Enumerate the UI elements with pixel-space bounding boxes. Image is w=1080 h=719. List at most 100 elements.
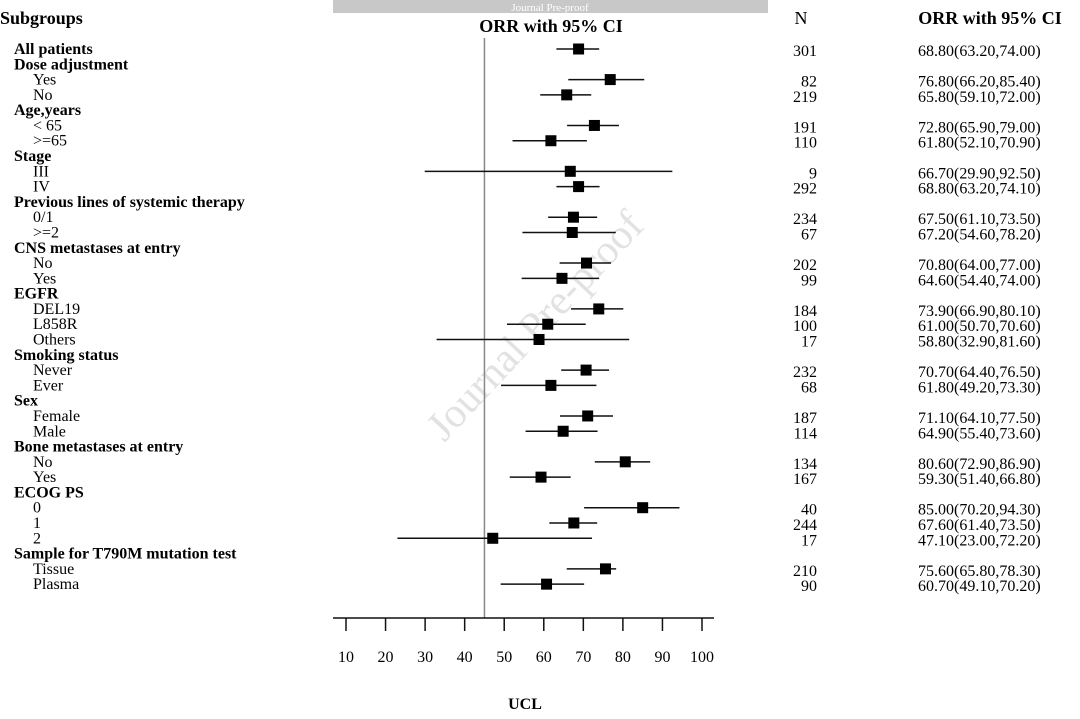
ci-value: 58.80(32.90,81.60) xyxy=(918,334,1041,351)
n-value: 244 xyxy=(793,517,817,534)
ci-value: 70.70(64.40,76.50) xyxy=(918,364,1041,381)
ci-value: 85.00(70.20,94.30) xyxy=(918,502,1041,519)
n-value: 90 xyxy=(801,578,817,595)
n-value: 110 xyxy=(794,135,817,152)
n-value: 167 xyxy=(793,471,817,488)
subgroup-label: >=65 xyxy=(33,133,67,150)
x-tick-label: 40 xyxy=(457,649,473,666)
ci-value: 76.80(66.20,85.40) xyxy=(918,74,1041,91)
ci-value: 61.00(50.70,70.60) xyxy=(918,318,1041,335)
n-value: 100 xyxy=(793,318,817,335)
x-tick-label: 90 xyxy=(654,649,670,666)
ci-value: 59.30(51.40,66.80) xyxy=(918,471,1041,488)
subgroup-header: All patients xyxy=(14,41,93,58)
n-value: 232 xyxy=(793,364,817,381)
estimate-marker xyxy=(545,379,557,391)
subgroup-header: Bone metastases at entry xyxy=(14,439,183,456)
n-value: 67 xyxy=(801,226,817,243)
ci-value: 67.60(61.40,73.50) xyxy=(918,517,1041,534)
n-value: 191 xyxy=(793,119,817,136)
x-tick-label: 70 xyxy=(575,649,591,666)
estimate-marker xyxy=(556,272,568,284)
subgroup-header: Sex xyxy=(14,393,38,410)
ci-value: 70.80(64.00,77.00) xyxy=(918,257,1041,274)
x-tick-label: 60 xyxy=(536,649,552,666)
subgroup-label: Female xyxy=(33,408,80,425)
ci-value: 67.20(54.60,78.20) xyxy=(918,226,1041,243)
estimate-marker xyxy=(541,578,553,590)
n-value: 301 xyxy=(793,43,817,60)
estimate-marker xyxy=(564,165,576,177)
x-axis-label: UCL xyxy=(508,696,542,713)
n-value: 184 xyxy=(793,303,817,320)
subgroup-label: 2 xyxy=(33,530,41,547)
subgroup-header: EGFR xyxy=(14,286,59,303)
estimate-marker xyxy=(545,135,557,147)
ci-value: 61.80(52.10,70.90) xyxy=(918,135,1041,152)
subgroup-label: No xyxy=(33,255,53,272)
ci-value: 68.80(63.20,74.10) xyxy=(918,181,1041,198)
estimate-marker xyxy=(561,89,573,101)
subgroup-label: III xyxy=(33,163,49,180)
subgroup-label: < 65 xyxy=(33,117,62,134)
subgroup-label: 1 xyxy=(33,515,41,532)
subgroups-header: Subgroups xyxy=(0,8,83,28)
subgroup-label: IV xyxy=(33,179,50,196)
ci-value: 67.50(61.10,73.50) xyxy=(918,211,1041,228)
ci-value: 61.80(49.20,73.30) xyxy=(918,379,1041,396)
watermark: Journal Pre-proof xyxy=(418,203,653,450)
subgroup-label: 0/1 xyxy=(33,209,53,226)
estimate-marker xyxy=(573,181,585,193)
ci-value: 68.80(63.20,74.00) xyxy=(918,43,1041,60)
estimate-marker xyxy=(637,502,649,514)
subgroup-header: Dose adjustment xyxy=(14,56,129,73)
n-value: 219 xyxy=(793,89,817,106)
estimate-marker xyxy=(619,456,631,468)
estimate-marker xyxy=(582,410,594,422)
estimate-marker xyxy=(599,563,611,575)
estimate-marker xyxy=(557,425,569,437)
subgroup-label: Tissue xyxy=(33,561,74,578)
estimate-marker xyxy=(593,303,605,315)
estimate-marker xyxy=(580,257,592,269)
subgroup-label: Others xyxy=(33,332,76,349)
x-tick-label: 30 xyxy=(417,649,433,666)
x-tick-label: 20 xyxy=(378,649,394,666)
n-value: 234 xyxy=(793,211,817,228)
subgroup-label: No xyxy=(33,454,53,471)
estimate-marker xyxy=(588,119,600,131)
x-tick-label: 50 xyxy=(496,649,512,666)
ci-value: 75.60(65.80,78.30) xyxy=(918,563,1041,580)
estimate-marker xyxy=(535,471,547,483)
estimate-marker xyxy=(566,226,578,238)
n-value: 17 xyxy=(801,334,817,351)
ci-value: 80.60(72.90,86.90) xyxy=(918,456,1041,473)
ci-value: 71.10(64.10,77.50) xyxy=(918,410,1041,427)
subgroup-header: Stage xyxy=(14,148,51,165)
ci-value: 65.80(59.10,72.00) xyxy=(918,89,1041,106)
n-value: 202 xyxy=(793,257,817,274)
ci-value: 60.70(49.10,70.20) xyxy=(918,578,1041,595)
estimate-marker xyxy=(573,43,585,55)
subgroup-label: Male xyxy=(33,423,66,440)
estimate-marker xyxy=(580,364,592,376)
n-value: 82 xyxy=(801,74,817,91)
estimate-marker xyxy=(604,74,616,86)
subgroup-label: DEL19 xyxy=(33,301,80,318)
n-value: 17 xyxy=(801,532,817,549)
n-value: 9 xyxy=(809,165,817,182)
subgroup-label: Never xyxy=(33,362,73,379)
subgroup-header: Sample for T790M mutation test xyxy=(14,546,237,563)
estimate-marker xyxy=(542,318,554,330)
subgroup-label: Plasma xyxy=(33,576,79,593)
n-value: 292 xyxy=(793,181,817,198)
subgroup-header: Age,years xyxy=(14,102,81,119)
estimate-marker xyxy=(487,532,499,544)
subgroup-header: Smoking status xyxy=(14,347,118,364)
x-tick-label: 80 xyxy=(615,649,631,666)
n-value: 40 xyxy=(801,502,817,519)
n-value: 99 xyxy=(801,272,817,289)
subgroup-label: >=2 xyxy=(33,224,59,241)
x-tick-label: 100 xyxy=(690,649,714,666)
ci-value: 47.10(23.00,72.20) xyxy=(918,532,1041,549)
